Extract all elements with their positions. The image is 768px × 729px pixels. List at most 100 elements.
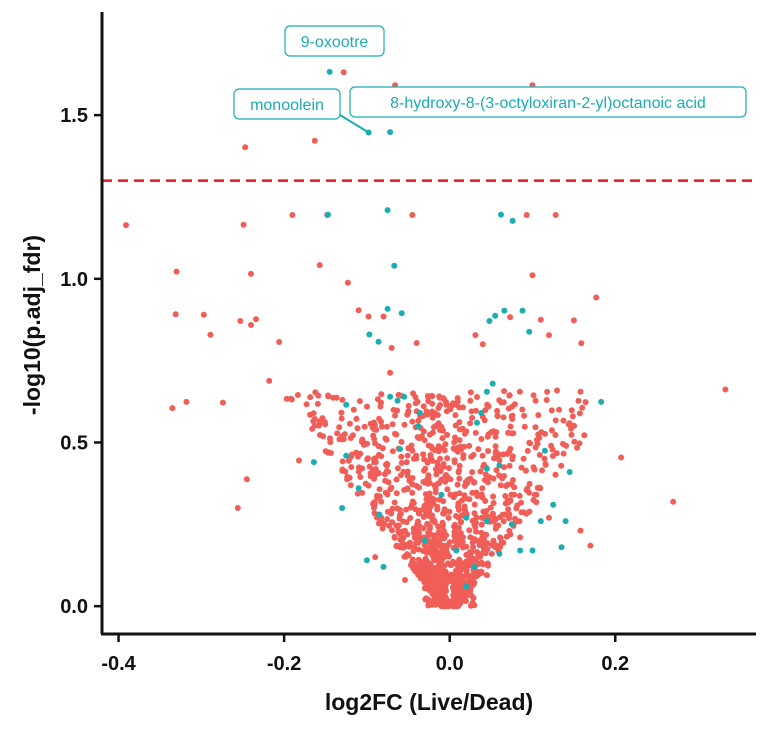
highlight-point <box>366 331 373 338</box>
data-point <box>266 377 273 384</box>
data-point <box>560 417 567 424</box>
data-point <box>440 427 446 434</box>
highlight-point <box>483 388 490 395</box>
highlight-point <box>375 338 382 345</box>
data-point <box>485 448 492 454</box>
highlight-point <box>421 537 428 544</box>
data-point <box>433 557 440 564</box>
data-point <box>456 426 463 433</box>
data-point <box>303 401 310 408</box>
data-point <box>415 518 421 525</box>
data-point <box>444 455 451 462</box>
highlight-point <box>496 550 503 557</box>
highlight-point <box>438 491 445 498</box>
data-point <box>500 414 507 421</box>
data-point <box>379 423 385 430</box>
data-point <box>554 387 560 394</box>
data-point <box>404 468 411 475</box>
y-tick-label: 0.5 <box>60 432 88 454</box>
data-point <box>478 569 485 576</box>
highlight-point <box>526 328 533 335</box>
data-point <box>416 523 423 530</box>
highlight-point <box>478 410 485 416</box>
data-point <box>460 560 467 567</box>
data-point <box>442 596 449 603</box>
data-point <box>521 412 528 419</box>
highlight-point <box>363 557 370 564</box>
highlight-point <box>501 307 508 314</box>
data-point <box>435 562 442 569</box>
data-point <box>439 435 446 442</box>
data-point <box>435 405 442 411</box>
data-point <box>424 533 431 540</box>
data-point <box>483 572 490 579</box>
highlight-point <box>471 563 478 570</box>
data-point <box>385 479 392 486</box>
data-point <box>473 528 479 535</box>
data-point <box>311 137 318 144</box>
data-point <box>432 542 439 549</box>
data-point <box>411 544 417 550</box>
data-point <box>509 456 516 463</box>
data-point <box>396 529 403 536</box>
data-point <box>478 521 485 528</box>
data-point <box>574 444 581 451</box>
data-point <box>435 463 442 470</box>
data-point <box>389 448 396 455</box>
data-point <box>479 485 486 492</box>
data-point <box>294 392 301 398</box>
data-point <box>339 396 346 403</box>
highlight-point <box>326 68 333 75</box>
data-point <box>475 446 482 453</box>
data-point <box>536 434 543 441</box>
data-point <box>470 556 477 562</box>
data-point <box>425 602 432 609</box>
data-point <box>517 534 524 541</box>
data-point <box>450 585 457 592</box>
data-point <box>395 522 402 529</box>
data-point <box>398 460 405 466</box>
data-point <box>346 474 353 481</box>
data-point <box>577 527 584 534</box>
data-point <box>485 431 492 438</box>
data-point <box>442 441 449 448</box>
data-point <box>450 598 457 605</box>
data-point <box>511 491 518 498</box>
data-point <box>529 272 536 279</box>
data-point <box>435 579 442 586</box>
data-point <box>548 407 555 414</box>
data-point <box>407 515 414 521</box>
data-point <box>444 486 451 493</box>
data-point <box>571 438 578 445</box>
data-point <box>530 392 537 399</box>
highlight-point <box>343 401 350 408</box>
data-point <box>411 534 418 541</box>
x-tick-label: -0.2 <box>267 653 301 675</box>
data-point <box>369 467 376 474</box>
data-point <box>501 388 508 395</box>
data-point <box>581 432 588 439</box>
data-point <box>354 490 361 497</box>
data-point <box>413 340 420 346</box>
data-point <box>415 571 422 578</box>
data-point <box>393 543 400 550</box>
data-point <box>471 602 478 609</box>
data-point <box>367 420 374 427</box>
data-point <box>467 389 474 396</box>
data-point <box>552 432 559 438</box>
data-point <box>409 489 416 496</box>
data-point <box>516 388 523 395</box>
data-point <box>518 464 525 471</box>
data-point <box>520 455 527 462</box>
data-point <box>518 509 525 516</box>
data-point <box>451 439 458 446</box>
data-point <box>453 561 460 568</box>
data-point <box>558 462 565 469</box>
data-point <box>505 506 512 513</box>
data-point <box>405 402 412 409</box>
data-point <box>383 423 390 430</box>
data-point <box>451 446 458 453</box>
data-point <box>354 425 361 432</box>
data-point <box>412 506 419 513</box>
highlight-point <box>380 563 387 570</box>
